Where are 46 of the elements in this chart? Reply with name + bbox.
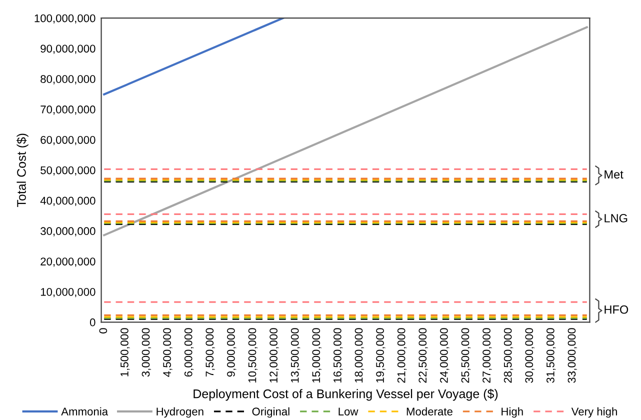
- x-tick-label: 24,000,000: [440, 328, 450, 383]
- y-tick-label: 50,000,000: [40, 166, 96, 176]
- x-tick-label: 28,500,000: [504, 328, 514, 383]
- text: Met: [604, 170, 624, 179]
- y-tick-label: 20,000,000: [40, 258, 96, 267]
- y-tick-label: 70,000,000: [40, 106, 96, 115]
- legend-label: Moderate: [406, 407, 452, 416]
- x-tick-label: 16,500,000: [334, 328, 343, 382]
- y-tick-label: 90,000,000: [40, 44, 96, 54]
- x-tick-label: 21,000,000: [397, 328, 407, 383]
- x-tick-label: 18,000,000: [354, 328, 364, 382]
- text: LNG: [604, 214, 628, 222]
- y-tick-label: 0: [90, 318, 96, 326]
- x-tick-label: 33,000,000: [568, 328, 577, 383]
- x-tick-label: 30,000,000: [525, 328, 534, 383]
- x-tick-label: 13,500,000: [290, 328, 300, 382]
- legend-label: Original: [252, 407, 290, 418]
- x-tick-label: 1,500,000: [120, 328, 130, 376]
- x-tick-label: 15,000,000: [312, 328, 322, 382]
- x-tick-label: 6,000,000: [184, 328, 194, 377]
- y-tick-label: 30,000,000: [40, 227, 96, 236]
- x-tick-label: 25,500,000: [461, 328, 470, 383]
- legend-label: High: [502, 407, 523, 418]
- x-axis-title: Deployment Cost of a Bunkering Vessel per Voyage ($): [194, 388, 498, 401]
- y-tick-label: 60,000,000: [40, 136, 96, 146]
- legend-label: Ammonia: [61, 407, 108, 416]
- legend-label: Hydrogen: [156, 407, 204, 418]
- y-axis-title: Total Cost ($): [16, 134, 28, 207]
- legend-label: Very high: [571, 407, 617, 418]
- x-tick-label: 22,500,000: [418, 328, 428, 383]
- x-tick-label: 12,000,000: [270, 328, 279, 382]
- x-tick-label: 10,500,000: [248, 328, 258, 382]
- x-tick-label: 4,500,000: [163, 328, 172, 377]
- x-tick-label: 9,000,000: [227, 328, 236, 377]
- y-tick-label: 100,000,000: [34, 14, 96, 24]
- y-tick-label: 10,000,000: [40, 288, 96, 298]
- x-tick-label: 7,500,000: [206, 328, 215, 377]
- y-tick-label: 80,000,000: [40, 75, 96, 84]
- x-tick-label: 0: [99, 328, 108, 334]
- x-tick-label: 19,500,000: [376, 328, 386, 382]
- x-tick-label: 31,500,000: [546, 328, 556, 383]
- y-tick-label: 40,000,000: [40, 196, 96, 206]
- x-tick-label: 27,000,000: [482, 328, 492, 383]
- text: HFO: [604, 305, 628, 314]
- legend-label: Low: [338, 408, 358, 416]
- x-tick-label: 3,000,000: [142, 328, 152, 377]
